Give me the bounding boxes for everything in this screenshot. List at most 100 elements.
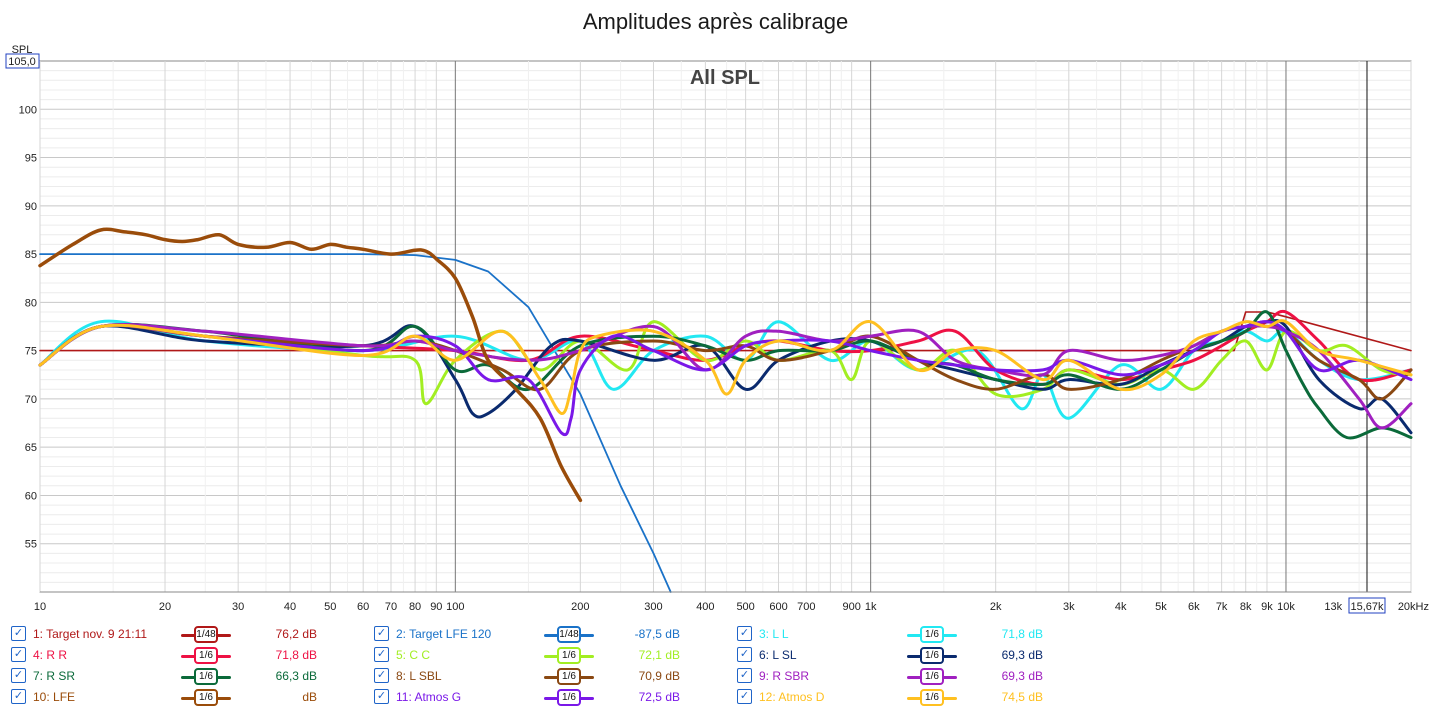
x-tick-label: 13k [1324, 601, 1342, 613]
legend-item-7[interactable]: ✓ 7: R SR 1/6 66,3 dB [11, 666, 341, 686]
legend-value: 69,3 dB [1001, 669, 1043, 683]
legend-label: 11: Atmos G [396, 690, 462, 704]
cursor-label-box [1348, 597, 1386, 614]
legend-checkbox[interactable]: ✓ [737, 668, 752, 683]
legend-smoothing-box[interactable]: 1/6 [557, 689, 581, 706]
legend-item-6[interactable]: ✓ 6: L SL 1/6 69,3 dB [737, 645, 1067, 665]
x-tick-label: 700 [797, 601, 815, 613]
legend-smoothing-box[interactable]: 1/6 [920, 689, 944, 706]
y-tick-label: 100 [19, 104, 37, 116]
legend-checkbox[interactable]: ✓ [11, 647, 26, 662]
legend-checkbox[interactable]: ✓ [11, 689, 26, 704]
x-tick-label: 10 [34, 601, 46, 613]
x-tick-label: 8k [1240, 601, 1252, 613]
chart-title: Amplitudes après calibrage [582, 9, 849, 34]
legend-item-2[interactable]: ✓ 2: Target LFE 120 1/48 -87,5 dB [374, 624, 704, 644]
legend-label: 12: Atmos D [759, 690, 825, 704]
y-tick-label: 85 [25, 249, 37, 261]
legend-checkbox[interactable]: ✓ [374, 689, 389, 704]
annotation-all-spl: All SPL [690, 67, 760, 89]
x-tick-label: 70 [385, 601, 397, 613]
legend-smoothing-box[interactable]: 1/6 [920, 647, 944, 664]
series-line-11 [38, 320, 1413, 437]
x-tick-label: 1k [865, 601, 877, 613]
x-tick-label: 80 [409, 601, 421, 613]
legend-checkbox[interactable]: ✓ [11, 668, 26, 683]
legend-checkbox[interactable]: ✓ [374, 647, 389, 662]
x-tick-label: 4k [1115, 601, 1127, 613]
legend-checkbox[interactable]: ✓ [737, 647, 752, 662]
legend-item-12[interactable]: ✓ 12: Atmos D 1/6 74,5 dB [737, 687, 1067, 707]
legend-checkbox[interactable]: ✓ [737, 689, 752, 704]
legend-item-8[interactable]: ✓ 8: L SBL 1/6 70,9 dB [374, 666, 704, 686]
y-tick-label: 70 [25, 394, 37, 406]
legend-value: 71,8 dB [275, 648, 317, 662]
legend-label: 8: L SBL [396, 669, 442, 683]
legend-checkbox[interactable]: ✓ [11, 626, 26, 641]
legend-label: 3: L L [759, 627, 789, 641]
x-tick-label: 3k [1063, 601, 1075, 613]
legend-smoothing-box[interactable]: 1/6 [194, 689, 218, 706]
legend-value: 71,8 dB [1001, 627, 1043, 641]
legend-smoothing-box[interactable]: 1/6 [920, 668, 944, 685]
legend-smoothing-box[interactable]: 1/6 [557, 668, 581, 685]
x-tick-label: 50 [324, 601, 336, 613]
x-tick-label: 60 [357, 601, 369, 613]
series-line-10 [38, 227, 583, 503]
legend-value: -87,5 dB [634, 627, 680, 641]
x-tick-label: 5k [1155, 601, 1167, 613]
legend-label: 2: Target LFE 120 [396, 627, 492, 641]
legend-item-9[interactable]: ✓ 9: R SBR 1/6 69,3 dB [737, 666, 1067, 686]
x-tick-label: 20kHz [1398, 601, 1429, 613]
x-tick-label: 200 [571, 601, 589, 613]
y-tick-label: 60 [25, 490, 37, 502]
legend-label: 7: R SR [33, 669, 76, 683]
series-lines [38, 227, 1413, 593]
legend-item-3[interactable]: ✓ 3: L L 1/6 71,8 dB [737, 624, 1067, 644]
x-tick-label: 300 [644, 601, 662, 613]
y-tick-label: 80 [25, 297, 37, 309]
legend-item-4[interactable]: ✓ 4: R R 1/6 71,8 dB [11, 645, 341, 665]
legend-smoothing-box[interactable]: 1/6 [557, 647, 581, 664]
legend-item-10[interactable]: ✓ 10: LFE 1/6 dB [11, 687, 341, 707]
legend-checkbox[interactable]: ✓ [737, 626, 752, 641]
series-line-5 [38, 320, 1413, 406]
x-tick-label: 600 [769, 601, 787, 613]
x-tick-label: 30 [232, 601, 244, 613]
legend-smoothing-box[interactable]: 1/6 [194, 668, 218, 685]
legend-value: 74,5 dB [1001, 690, 1043, 704]
y-tick-label: 90 [25, 201, 37, 213]
x-tick-label: 90 [430, 601, 442, 613]
legend-smoothing-box[interactable]: 1/6 [920, 626, 944, 643]
x-tick-label: 6k [1188, 601, 1200, 613]
legend-checkbox[interactable]: ✓ [374, 668, 389, 683]
x-tick-label: 10k [1277, 601, 1295, 613]
legend-value: 72,5 dB [638, 690, 680, 704]
legend-item-11[interactable]: ✓ 11: Atmos G 1/6 72,5 dB [374, 687, 704, 707]
series-line-12 [38, 319, 1413, 415]
legend-item-5[interactable]: ✓ 5: C C 1/6 72,1 dB [374, 645, 704, 665]
cursor-label: 15,67k [1350, 601, 1384, 613]
legend-value: 69,3 dB [1001, 648, 1043, 662]
x-tick-label: 900 [842, 601, 860, 613]
y-tick-label: 65 [25, 442, 37, 454]
legend-checkbox[interactable]: ✓ [374, 626, 389, 641]
x-tick-label: 2k [990, 601, 1002, 613]
legend-label: 6: L SL [759, 648, 797, 662]
legend-value: 76,2 dB [275, 627, 317, 641]
legend-label: 9: R SBR [759, 669, 810, 683]
legend-value: 70,9 dB [638, 669, 680, 683]
legend-item-1[interactable]: ✓ 1: Target nov. 9 21:11 1/48 76,2 dB [11, 624, 341, 644]
x-tick-label: 9k [1261, 601, 1273, 613]
grid [39, 60, 1412, 593]
legend-smoothing-box[interactable]: 1/48 [557, 626, 581, 643]
y-tick-label: 95 [25, 153, 37, 165]
legend-smoothing-box[interactable]: 1/6 [194, 647, 218, 664]
legend: ✓ 1: Target nov. 9 21:11 1/48 76,2 dB ✓ 2: Ta… [0, 622, 1431, 709]
x-tick-label: 100 [446, 601, 464, 613]
legend-label: 1: Target nov. 9 21:11 [33, 627, 148, 641]
x-tick-label: 20 [159, 601, 171, 613]
legend-smoothing-box[interactable]: 1/48 [194, 626, 218, 643]
